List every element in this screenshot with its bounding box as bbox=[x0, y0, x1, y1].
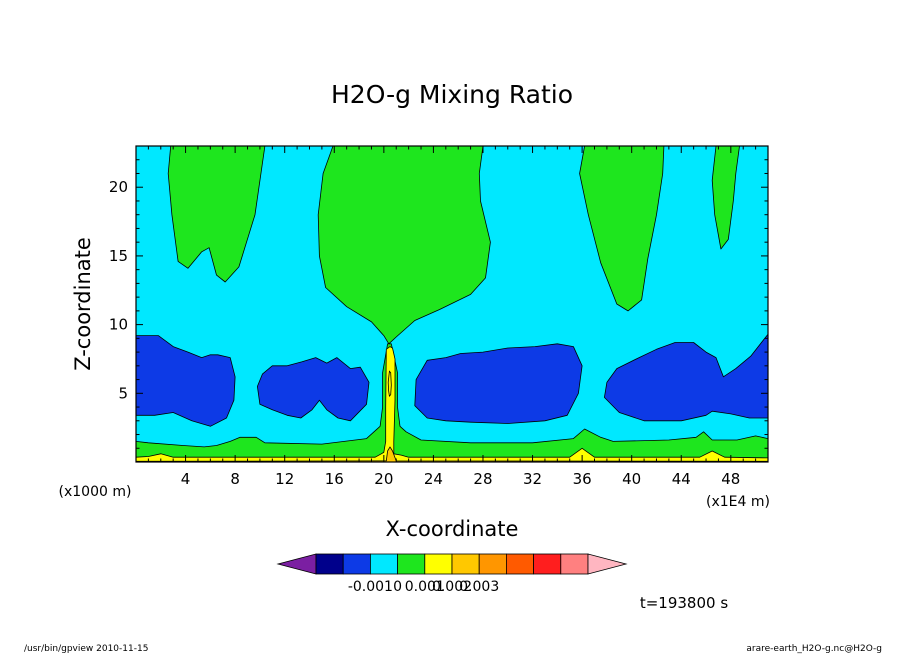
chart-title: H2O-g Mixing Ratio bbox=[331, 80, 573, 109]
x-axis-label: X-coordinate bbox=[386, 517, 519, 541]
x-axis-unit: (x1E4 m) bbox=[706, 494, 770, 510]
contour-line-0 bbox=[387, 370, 392, 397]
contour-region-green-0 bbox=[167, 145, 266, 283]
x-tick-label: 36 bbox=[573, 470, 592, 488]
colorbar-tick-label: 0.002 bbox=[432, 579, 472, 595]
colorbar-swatch bbox=[342, 553, 371, 575]
contour-region-blue-5 bbox=[256, 357, 370, 422]
y-tick-label: 10 bbox=[109, 316, 128, 334]
contour-region-green-2 bbox=[579, 145, 665, 312]
x-tick-label: 4 bbox=[181, 470, 191, 488]
colorbar-low-arrow bbox=[276, 553, 317, 575]
colorbar-high-arrow bbox=[587, 553, 628, 575]
plot-frame bbox=[135, 145, 769, 463]
x-tick-label: 24 bbox=[424, 470, 443, 488]
x-tick-label: 8 bbox=[230, 470, 240, 488]
colorbar-swatch bbox=[451, 553, 480, 575]
colorbar-swatch bbox=[533, 553, 562, 575]
x-tick-label: 16 bbox=[325, 470, 344, 488]
colorbar-swatch bbox=[478, 553, 507, 575]
x-tick-label: 32 bbox=[523, 470, 542, 488]
contour-fill-layer bbox=[135, 145, 769, 463]
footer-right: arare-earth_H2O-g.nc@H2O-g bbox=[746, 644, 882, 654]
contour-line-layer bbox=[387, 370, 392, 397]
x-tick-label: 48 bbox=[721, 470, 740, 488]
time-label: t=193800 s bbox=[640, 594, 728, 612]
colorbar-tick-label: -0.001 bbox=[348, 579, 393, 595]
colorbar-tick-label: 0 bbox=[393, 579, 402, 595]
colorbar-swatch bbox=[560, 553, 589, 575]
colorbar-swatch bbox=[397, 553, 426, 575]
contour-region-green-1 bbox=[317, 145, 491, 345]
contour-region-green-8 bbox=[135, 343, 769, 463]
colorbar-tick-label: 0.001 bbox=[405, 579, 445, 595]
colorbar-swatch bbox=[424, 553, 453, 575]
y-axis-ticks: 5 10 15 20 bbox=[109, 159, 768, 449]
x-tick-label: 44 bbox=[672, 470, 691, 488]
y-tick-label: 15 bbox=[109, 247, 128, 265]
x-axis-ticks: 4 8 12 16 20 24 28 32 36 40 44 48 bbox=[147, 146, 757, 488]
colorbar-tick-label: 0.003 bbox=[459, 579, 499, 595]
colorbar-swatch bbox=[369, 553, 398, 575]
contour-region-blue-4 bbox=[135, 335, 236, 427]
y-axis-unit: (x1000 m) bbox=[59, 484, 132, 500]
colorbar-swatch bbox=[505, 553, 534, 575]
contour-region-green-3 bbox=[711, 145, 740, 250]
x-tick-label: 40 bbox=[622, 470, 641, 488]
contour-region-yellow-9 bbox=[135, 346, 769, 463]
y-tick-label: 5 bbox=[118, 384, 128, 402]
contour-region-blue-7 bbox=[604, 333, 769, 422]
y-tick-label: 20 bbox=[109, 178, 128, 196]
x-tick-label: 28 bbox=[473, 470, 492, 488]
x-tick-label: 20 bbox=[374, 470, 393, 488]
colorbar-swatch bbox=[315, 553, 344, 575]
footer-left: /usr/bin/gpview 2010-11-15 bbox=[24, 644, 148, 654]
x-tick-label: 12 bbox=[275, 470, 294, 488]
y-axis-label: Z-coordinate bbox=[71, 237, 95, 371]
contour-region-blue-6 bbox=[414, 343, 583, 424]
